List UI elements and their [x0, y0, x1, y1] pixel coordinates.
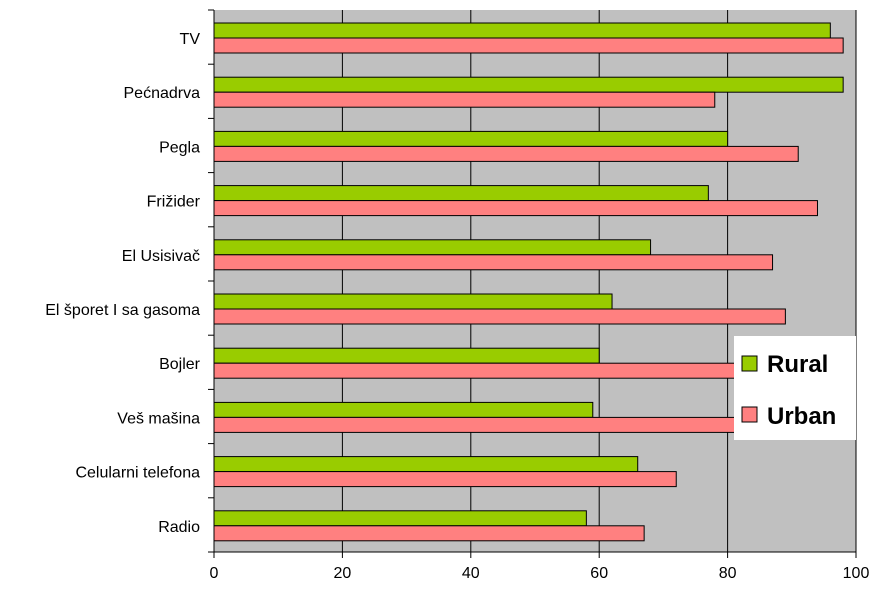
bar-rural-8	[213, 456, 639, 473]
y-tick-label: TV	[180, 31, 201, 48]
bars	[213, 22, 844, 542]
y-tick-label: Pegla	[159, 139, 200, 156]
bar-rural-6	[213, 347, 600, 364]
bar-rural-1	[213, 76, 844, 93]
legend-background	[734, 336, 856, 440]
y-tick-label: Pećnadrva	[124, 85, 201, 102]
legend-swatch-urban	[741, 406, 758, 423]
x-tick-label: 0	[210, 565, 219, 582]
bar-urban-5	[213, 308, 786, 325]
y-tick-label: El Usisivač	[122, 248, 200, 265]
legend: Rural Urban	[734, 336, 856, 440]
x-axis-labels: 0 20 40 60 80 100	[210, 552, 870, 582]
y-tick-label: Frižider	[147, 194, 201, 211]
bar-rural-4	[213, 239, 652, 256]
y-tick-label: Veš mašina	[117, 410, 200, 427]
bar-urban-1	[213, 91, 716, 108]
y-tick-label: Radio	[158, 519, 200, 536]
y-tick-label: Bojler	[159, 356, 201, 373]
y-tick-label: Celularni telefona	[75, 465, 200, 482]
bar-urban-8	[213, 471, 677, 488]
bar-rural-0	[213, 22, 831, 39]
bar-rural-9	[213, 510, 587, 527]
bar-urban-3	[213, 200, 818, 217]
bar-urban-4	[213, 254, 774, 271]
x-tick-label: 80	[719, 565, 737, 582]
x-tick-label: 20	[334, 565, 352, 582]
x-tick-label: 100	[843, 565, 870, 582]
bar-urban-7	[213, 416, 754, 433]
bar-rural-2	[213, 130, 729, 147]
y-tick-label: El šporet I sa gasoma	[45, 302, 200, 319]
bar-rural-7	[213, 401, 594, 418]
bar-urban-0	[213, 37, 844, 54]
legend-label-urban: Urban	[767, 403, 836, 430]
bar-urban-6	[213, 362, 748, 379]
bar-rural-3	[213, 185, 709, 202]
bar-urban-9	[213, 525, 645, 542]
x-tick-label: 40	[462, 565, 480, 582]
y-axis-labels: TV Pećnadrva Pegla Frižider El Usisivač El šp…	[45, 9, 214, 553]
x-tick-label: 60	[590, 565, 608, 582]
bar-urban-2	[213, 145, 799, 162]
legend-label-rural: Rural	[767, 351, 828, 378]
bar-rural-5	[213, 293, 613, 310]
legend-swatch-rural	[741, 355, 758, 372]
